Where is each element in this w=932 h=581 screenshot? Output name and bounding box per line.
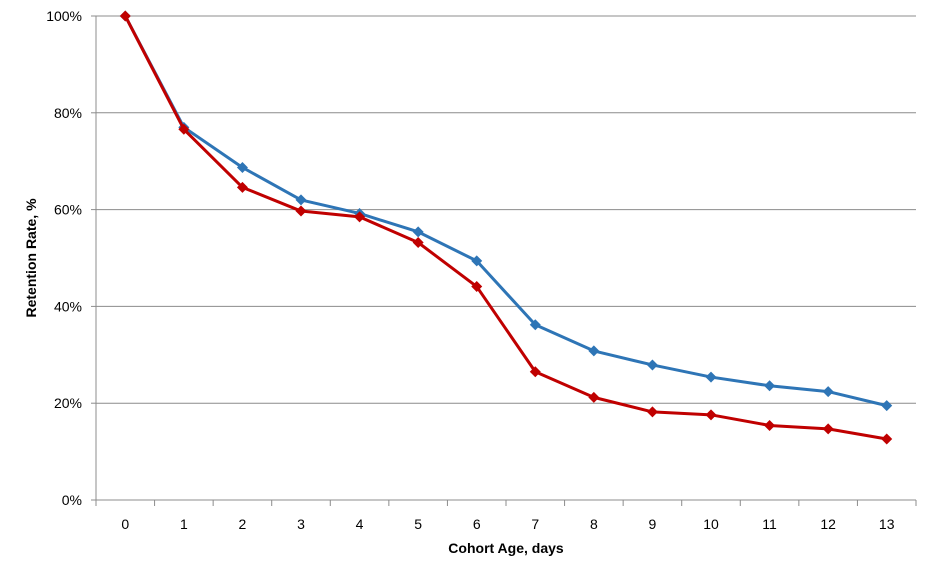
x-tick-label: 3 [297,516,305,532]
y-tick-label: 100% [46,8,82,24]
x-tick-label: 2 [239,516,247,532]
x-tick-label: 6 [473,516,481,532]
y-tick-label: 0% [62,492,82,508]
data-point-marker [764,419,776,431]
x-tick-label: 4 [356,516,364,532]
data-point-marker [705,371,717,383]
data-point-marker [295,194,307,206]
x-tick-label: 0 [121,516,129,532]
series [119,10,893,445]
x-tick-label: 10 [703,516,719,532]
data-point-marker [295,205,307,217]
data-point-marker [822,423,834,435]
y-tick-label: 40% [54,298,82,314]
x-tick-label: 7 [531,516,539,532]
data-point-marker [646,406,658,418]
x-tick-label: 13 [879,516,895,532]
x-tick-label: 9 [649,516,657,532]
data-point-marker [881,400,893,412]
data-point-marker [588,391,600,403]
data-point-marker [412,237,424,249]
series-2 [119,10,893,445]
data-point-marker [588,345,600,357]
x-tick-label: 11 [762,516,777,532]
data-point-marker [881,433,893,445]
data-point-marker [412,226,424,238]
data-point-marker [529,319,541,331]
series-line [123,14,889,408]
data-point-marker [646,359,658,371]
x-tick-label: 12 [820,516,836,532]
x-tick-label: 1 [180,516,188,532]
axes [91,15,917,506]
tick-labels: 0%20%40%60%80%100%0 1 2 3 4 5 6 7 8 9 10 11 12 13 [46,8,895,532]
data-point-marker [764,380,776,392]
y-tick-label: 20% [54,395,82,411]
y-axis-title: Retention Rate, % [23,198,39,318]
data-point-marker [705,409,717,421]
x-tick-label: 8 [590,516,598,532]
data-point-marker [354,211,366,223]
data-point-marker [236,181,248,193]
series-line [123,14,889,441]
x-axis-title: Cohort Age, days [448,540,564,556]
data-point-marker [178,123,190,135]
data-point-marker [119,10,131,22]
x-tick-label: 5 [414,516,422,532]
gridlines [96,15,916,404]
y-tick-label: 80% [54,105,82,121]
data-point-marker [529,366,541,378]
data-point-marker [822,386,834,398]
data-point-marker [471,255,483,267]
data-point-marker [236,161,248,173]
data-point-marker [471,281,483,293]
series-1 [119,10,893,412]
y-tick-label: 60% [54,202,82,218]
